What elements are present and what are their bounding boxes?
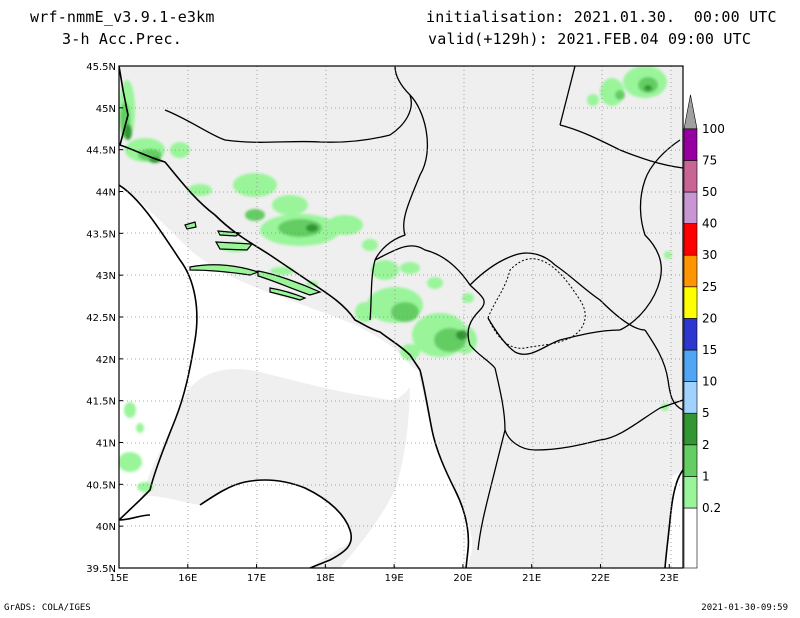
field-title: 3-h Acc.Prec. <box>62 30 182 48</box>
lon-tick-label: 20E <box>453 573 472 584</box>
legend-swatch <box>683 286 698 319</box>
lon-tick-label: 16E <box>178 573 197 584</box>
lon-tick-label: 18E <box>316 573 335 584</box>
valid-time: valid(+129h): 2021.FEB.04 09:00 UTC <box>428 30 752 48</box>
legend-swatch <box>683 476 698 509</box>
legend-swatch <box>683 507 698 569</box>
longitude-labels: 15E 16E 17E 18E 19E 20E 21E 22E 23E <box>109 564 679 584</box>
lat-tick-label: 42N <box>96 355 116 366</box>
model-title: wrf-nmmE_v3.9.1-e3km <box>30 8 215 26</box>
legend-swatch <box>683 128 698 161</box>
lon-tick-label: 15E <box>109 573 128 584</box>
legend-swatch <box>683 223 698 256</box>
latitude-labels: 45.5N 45N 44.5N 44N 43.5N 43N 42.5N 42N 41.5N 41N… <box>86 62 123 575</box>
islands <box>184 221 322 301</box>
footer-credit: GrADS: COLA/IGES <box>4 603 91 613</box>
legend-swatch <box>683 381 698 414</box>
lat-tick-label: 43.5N <box>86 229 116 240</box>
legend-level-label: 10 <box>702 375 717 389</box>
coastlines <box>119 66 683 568</box>
initialisation-time: initialisation: 2021.01.30. 00:00 UTC <box>426 8 777 26</box>
lat-tick-label: 44N <box>96 188 116 199</box>
legend-level-label: 30 <box>702 248 717 262</box>
legend-level-label: 20 <box>702 311 717 325</box>
lat-tick-label: 40N <box>96 522 116 533</box>
lat-tick-label: 45N <box>96 104 116 115</box>
ionian-sea-east <box>340 372 473 568</box>
lon-tick-label: 23E <box>660 573 679 584</box>
lon-tick-label: 21E <box>522 573 541 584</box>
legend-swatch <box>683 444 698 477</box>
lat-tick-label: 41.5N <box>86 397 116 408</box>
legend-level-label: 15 <box>702 343 717 357</box>
lon-tick-label: 17E <box>247 573 266 584</box>
legend-level-label: 25 <box>702 280 717 294</box>
legend-level-label: 1 <box>702 469 710 483</box>
kosovo-border <box>487 258 586 349</box>
legend-swatch <box>683 191 698 224</box>
legend-level-label: 0.2 <box>702 501 721 515</box>
legend-swatch <box>683 318 698 351</box>
legend-level-label: 5 <box>702 406 710 420</box>
legend-level-label: 2 <box>702 438 710 452</box>
aegean-sea <box>665 470 683 568</box>
lat-tick-label: 39.5N <box>86 564 116 575</box>
legend-level-label: 100 <box>702 122 725 136</box>
lon-tick-label: 19E <box>385 573 404 584</box>
lat-tick-label: 45.5N <box>86 62 116 73</box>
ionian-sea <box>119 480 351 568</box>
lat-tick-label: 44.5N <box>86 146 116 157</box>
adriatic-sea <box>119 66 420 520</box>
legend-swatch <box>683 254 698 288</box>
lat-tick-label: 43N <box>96 271 116 282</box>
legend-level-label: 40 <box>702 217 717 231</box>
lon-tick-label: 22E <box>591 573 610 584</box>
legend-swatch <box>683 160 698 193</box>
legend-level-label: 50 <box>702 185 717 199</box>
lat-tick-label: 41N <box>96 439 116 450</box>
footer-timestamp: 2021-01-30-09:59 <box>701 603 788 613</box>
lat-tick-label: 40.5N <box>86 480 116 491</box>
legend-overflow-triangle <box>683 94 698 130</box>
legend-swatch <box>683 412 698 446</box>
legend-swatch <box>683 349 698 382</box>
lat-tick-label: 42.5N <box>86 313 116 324</box>
legend-level-label: 75 <box>702 153 717 167</box>
